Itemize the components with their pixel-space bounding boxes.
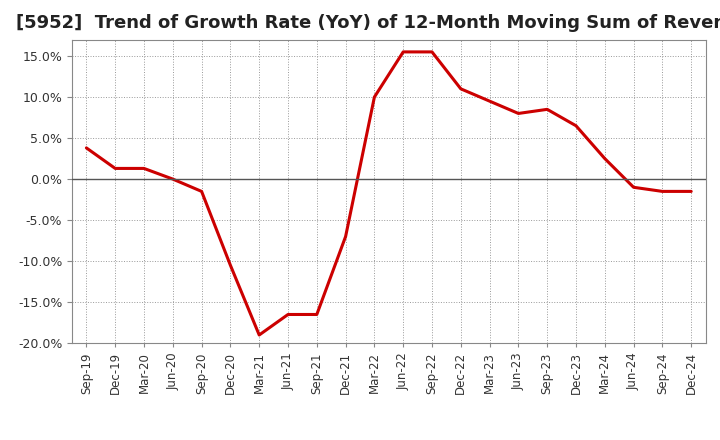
- Title: [5952]  Trend of Growth Rate (YoY) of 12-Month Moving Sum of Revenues: [5952] Trend of Growth Rate (YoY) of 12-…: [16, 15, 720, 33]
